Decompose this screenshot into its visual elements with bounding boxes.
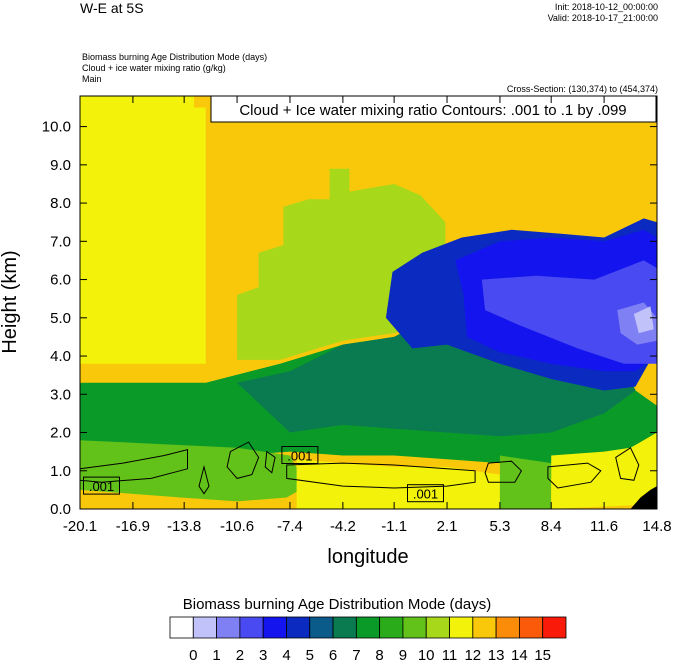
colorbar: 0 1 2 3 4 5 6 7 8 9 10 11 12 13 14 15: [169, 616, 567, 664]
x-tick-label: -13.8: [167, 518, 201, 535]
x-tick-label: -20.1: [63, 518, 97, 535]
contour-labels: .001 .001 .001: [83, 446, 444, 503]
colorbar-swatch: [355, 616, 381, 639]
colorbar-label: 5: [306, 647, 314, 664]
age-region: [551, 432, 657, 509]
x-tick-label: 14.8: [642, 518, 671, 535]
colorbar-swatch: [239, 616, 264, 639]
contour-label: .001: [413, 487, 438, 502]
y-tick-label: 2.0: [50, 425, 71, 442]
colorbar-title: Biomass burning Age Distribution Mode (d…: [182, 596, 492, 613]
colorbar-label: 15: [534, 647, 551, 664]
x-tick-label: -4.2: [330, 518, 356, 535]
colorbar-swatch: [332, 616, 357, 639]
x-tick-label: -10.6: [220, 518, 254, 535]
x-tick-label: -1.1: [381, 518, 407, 535]
colorbar-swatch: [542, 616, 567, 639]
age-region: [633, 306, 654, 334]
valid-time: Valid: 2018-10-17_21:00:00: [547, 13, 658, 23]
y-tick-label: 5.0: [50, 310, 71, 327]
colorbar-label: 11: [442, 647, 458, 664]
age-region: [296, 459, 500, 509]
age-field-layer: [80, 96, 657, 509]
cloud-contour: [484, 460, 523, 483]
field-name-cloud: Cloud + ice water mixing ratio (g/kg): [82, 63, 226, 73]
cloud-contour: [80, 449, 188, 483]
cloud-contour: [547, 462, 602, 489]
plot-frame: [79, 95, 658, 510]
colorbar-label: 14: [511, 647, 528, 664]
colorbar-label: 9: [399, 647, 407, 664]
cross-section-label: Cross-Section: (130,374) to (454,374): [506, 84, 658, 94]
colorbar-swatch: [495, 616, 520, 639]
colorbar-swatch: [309, 616, 334, 639]
colorbar-label: 7: [352, 647, 360, 664]
colorbar-label: 10: [418, 647, 435, 664]
colorbar-swatch: [449, 616, 474, 639]
contour-label-box: [83, 476, 120, 495]
colorbar-swatch: [286, 616, 311, 639]
colorbar-swatch: [472, 616, 497, 639]
y-axis-label: Height (km): [0, 250, 21, 353]
colorbar-swatch: [425, 616, 450, 639]
y-tick-label: 4.0: [50, 348, 71, 365]
colorbar-label: 13: [488, 647, 505, 664]
contour-label: .001: [287, 449, 312, 464]
y-tick-label: 8.0: [50, 195, 71, 212]
x-tick-label: 5.3: [490, 518, 511, 535]
colorbar-label: 12: [464, 647, 481, 664]
y-tick-label: 9.0: [50, 157, 71, 174]
colorbar-label: 2: [236, 647, 244, 664]
age-region: [80, 440, 307, 502]
colorbar-label: 0: [189, 647, 197, 664]
colorbar-swatch: [519, 616, 544, 639]
y-tick-label: 7.0: [50, 233, 71, 250]
contour-label-box: [281, 446, 319, 464]
colorbar-swatch: [379, 616, 404, 639]
field-name-age: Biomass burning Age Distribution Mode (d…: [82, 52, 268, 62]
cloud-contour: [198, 464, 210, 495]
y-tick-label: 3.0: [50, 386, 71, 403]
colorbar-swatch: [169, 616, 194, 639]
x-tick-label: -7.4: [277, 518, 303, 535]
cloud-contour: [226, 441, 260, 479]
x-tick-label: 2.1: [437, 518, 458, 535]
colorbar-label: 1: [212, 647, 220, 664]
cloud-contour: [615, 447, 640, 481]
age-region: [80, 96, 206, 364]
colorbar-swatch: [402, 616, 427, 639]
contour-label: .001: [89, 479, 114, 494]
colorbar-label: 3: [259, 647, 267, 664]
contour-label-box: [407, 484, 444, 503]
y-tick-label: 10.0: [42, 119, 71, 136]
y-tick-label: 6.0: [50, 272, 71, 289]
x-axis-label: longitude: [327, 546, 408, 568]
cloud-contour: [286, 462, 476, 489]
init-time: Init: 2018-10-12_00:00:00: [554, 2, 658, 12]
x-axis-ticks: -20.1 -16.9 -13.8 -10.6 -7.4 -4.2 -1.1 2.1 5.3 8.…: [63, 96, 672, 535]
plot-title: W-E at 5S: [80, 0, 144, 16]
y-axis-ticks: 0.0 1.0 2.0 3.0 4.0 5.0 6.0 7.0 8.0 9.0 10.0: [42, 119, 657, 518]
y-tick-label: 1.0: [50, 463, 71, 480]
contour-title: Cloud + Ice water mixing ratio Contours:…: [239, 102, 626, 119]
age-region: [630, 486, 657, 509]
cloud-contour-layer: [80, 441, 640, 495]
x-tick-label: -16.9: [116, 518, 150, 535]
colorbar-swatch: [262, 616, 287, 639]
colorbar-swatch: [216, 616, 241, 639]
age-region: [481, 260, 657, 364]
colorbar-label: 4: [282, 647, 290, 664]
x-tick-label: 8.4: [541, 518, 562, 535]
contour-title-box: [210, 95, 657, 123]
colorbar-swatch: [192, 616, 217, 639]
colorbar-label: 6: [329, 647, 337, 664]
age-region: [499, 455, 552, 509]
y-tick-label: 0.0: [50, 501, 71, 518]
cloud-contour: [264, 450, 276, 474]
x-tick-label: 11.6: [590, 518, 618, 535]
colorbar-label: 8: [375, 647, 383, 664]
field-name-main: Main: [82, 74, 102, 84]
